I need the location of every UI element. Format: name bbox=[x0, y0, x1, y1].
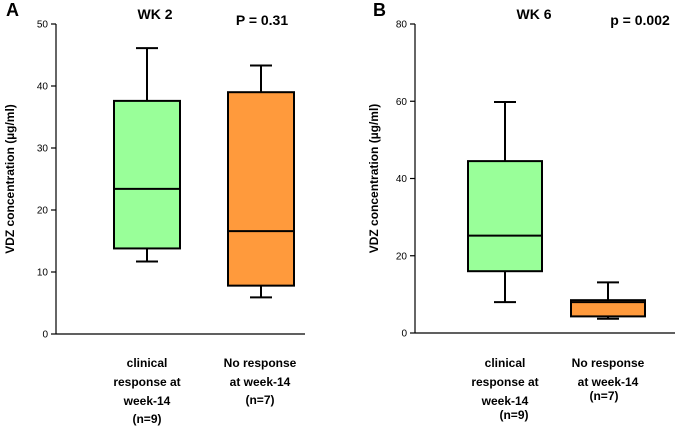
panel-b-y-tick-label: 40 bbox=[396, 174, 408, 185]
panel-a-box-1-iqr bbox=[113, 99, 181, 250]
panel-b-y-tick-label: 60 bbox=[396, 97, 408, 108]
panel-a-y-tick-label: 30 bbox=[37, 144, 49, 155]
panel-a-y-tick-label: 20 bbox=[37, 206, 49, 217]
panel-a-box-2-category-label: at week-14 bbox=[230, 375, 291, 389]
panel-b-p-value: p = 0.002 bbox=[610, 12, 670, 28]
panel-a-p-value: P = 0.31 bbox=[236, 12, 289, 28]
panel-a-y-tick-label: 0 bbox=[42, 330, 48, 341]
panel-b-y-label: VDZ concentration (µg/ml) bbox=[367, 104, 381, 254]
panel-b-y-tick-label: 80 bbox=[396, 20, 408, 31]
panel-a-title: WK 2 bbox=[138, 6, 173, 22]
panel-a-box-2-category-label: No response bbox=[224, 356, 297, 370]
panel-a-box-2-category-label: (n=7) bbox=[245, 393, 274, 407]
panel-b-box-2-category-label: at week-14 bbox=[578, 375, 639, 389]
panel-b-box-1-iqr bbox=[467, 160, 543, 273]
panel-b-box-1-category-label: clinical bbox=[485, 356, 526, 370]
panel-a-box-1-category-label: (n=9) bbox=[132, 412, 161, 426]
panel-b-box-2-category-label: (n=7) bbox=[589, 389, 618, 403]
panel-a-box-1-category-label: week-14 bbox=[123, 394, 171, 408]
panel-a-box-2-iqr bbox=[227, 91, 295, 287]
panel-b-box-1-category-label: week-14 bbox=[481, 394, 529, 408]
panel-a-letter: A bbox=[6, 0, 19, 20]
panel-a-y-tick-label: 10 bbox=[37, 268, 49, 279]
panel-b-box-1-category-label: (n=9) bbox=[499, 408, 528, 422]
panel-a-box-1-category-label: response at bbox=[113, 375, 180, 389]
panel-b-y-tick-label: 20 bbox=[396, 251, 408, 262]
panel-b-box-2-iqr bbox=[570, 299, 646, 318]
panel-a-box-1-category-label: clinical bbox=[127, 356, 168, 370]
panel-a-y-label: VDZ concentration (µg/ml) bbox=[3, 104, 17, 254]
panel-a-y-tick-label: 50 bbox=[37, 20, 49, 31]
panel-b-letter: B bbox=[373, 0, 386, 20]
panel-a-y-tick-label: 40 bbox=[37, 82, 49, 93]
panel-b-box-1-category-label: response at bbox=[471, 375, 538, 389]
panel-b-title: WK 6 bbox=[517, 6, 552, 22]
panel-b-y-tick-label: 0 bbox=[401, 329, 407, 340]
panel-b-box-2-category-label: No response bbox=[572, 356, 645, 370]
